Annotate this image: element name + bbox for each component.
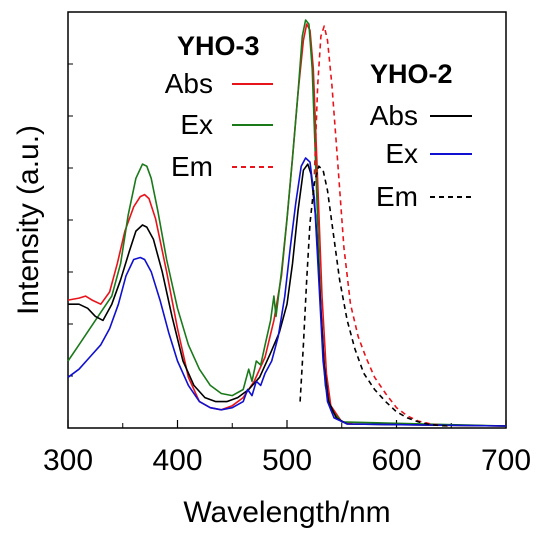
x-tick-label: 700 (481, 444, 531, 477)
legend-title: YHO-2 (370, 59, 453, 89)
legend-entry-label: Ex (385, 138, 418, 169)
x-tick-label: 300 (43, 444, 93, 477)
legend-entry-label: Abs (165, 68, 213, 99)
yho-2-em-curve (299, 165, 452, 427)
x-axis-label: Wavelength/nm (183, 496, 390, 529)
x-tick-label: 600 (371, 444, 421, 477)
x-tick-label: 500 (262, 444, 312, 477)
x-tick-label: 400 (152, 444, 202, 477)
legend-entry-label: Em (376, 181, 418, 212)
legend-entry-label: Abs (370, 100, 418, 131)
legend-entry-label: Ex (180, 109, 213, 140)
yho-2-ex-curve (67, 157, 507, 427)
x-axis-ticks: 300 400 500 600 700 (43, 420, 531, 477)
spectra-curves (67, 19, 507, 427)
yho-3-ex-curve (67, 19, 507, 427)
legends: YHO-3 Abs Ex Em YHO-2 Abs Ex Em (165, 31, 472, 212)
y-axis-label: Intensity (a.u.) (12, 125, 45, 315)
legend-title: YHO-3 (177, 31, 260, 61)
legend-entry-label: Em (171, 151, 213, 182)
